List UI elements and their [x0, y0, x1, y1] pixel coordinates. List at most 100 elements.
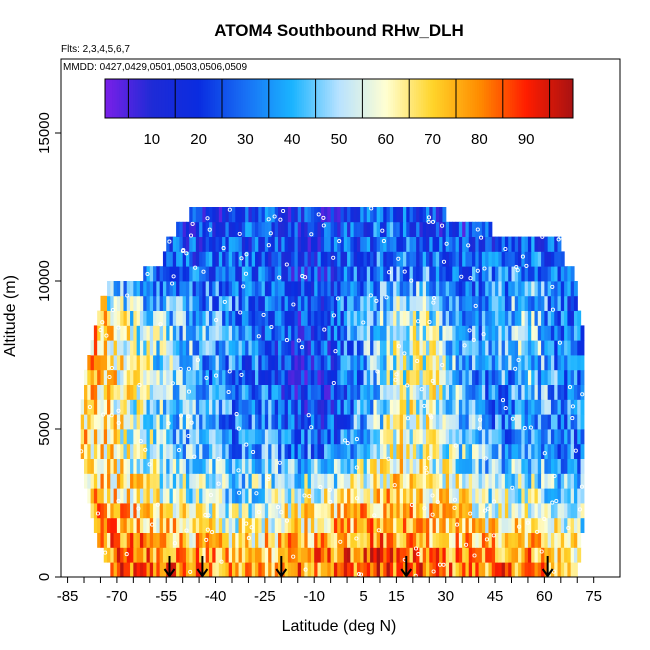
heatmap-cell: [356, 340, 361, 356]
heatmap-cell: [524, 517, 529, 533]
heatmap-cell: [458, 266, 463, 282]
heatmap-cell: [547, 281, 552, 297]
heatmap-cell: [393, 384, 397, 400]
heatmap-cell: [432, 473, 437, 489]
heatmap-cell: [205, 473, 210, 489]
heatmap-cell: [287, 443, 292, 459]
heatmap-cell: [527, 458, 532, 474]
heatmap-cell: [110, 443, 115, 459]
heatmap-cell: [547, 369, 552, 385]
heatmap-cell: [511, 458, 516, 474]
heatmap-cell: [458, 340, 463, 356]
heatmap-cell: [504, 340, 509, 356]
heatmap-cell: [103, 414, 108, 430]
heatmap-cell: [327, 340, 332, 356]
heatmap-cell: [208, 532, 213, 548]
y-tick-label: 0: [36, 573, 53, 581]
heatmap-cell: [208, 384, 213, 400]
heatmap-cell: [396, 221, 401, 237]
heatmap-cell: [149, 562, 154, 577]
heatmap-cell: [268, 562, 273, 577]
heatmap-cell: [159, 517, 164, 533]
heatmap-cell: [208, 562, 213, 577]
heatmap-cell: [130, 384, 134, 400]
heatmap-cell: [192, 207, 197, 223]
heatmap-cell: [90, 399, 95, 415]
heatmap-cell: [396, 207, 401, 223]
heatmap-cell: [291, 532, 296, 548]
heatmap-cell: [143, 281, 148, 297]
heatmap-cell: [356, 429, 361, 445]
heatmap-cell: [439, 310, 444, 326]
heatmap-cell: [248, 325, 253, 341]
heatmap-cell: [343, 355, 348, 371]
heatmap-cell: [488, 517, 493, 533]
heatmap-cell: [143, 562, 148, 577]
heatmap-cell: [333, 325, 338, 341]
heatmap-cell: [383, 503, 388, 519]
heatmap-cell: [281, 236, 286, 252]
heatmap-cell: [222, 503, 227, 519]
heatmap-cell: [347, 236, 351, 252]
heatmap-cell: [324, 473, 328, 489]
heatmap-cell: [580, 369, 585, 385]
heatmap-cell: [534, 266, 539, 282]
heatmap-cell: [462, 488, 467, 504]
heatmap-cell: [301, 414, 305, 430]
heatmap-cell: [514, 488, 519, 504]
heatmap-cell: [176, 340, 180, 356]
heatmap-cell: [87, 384, 92, 400]
colorbar-swatch: [551, 79, 555, 118]
heatmap-cell: [202, 399, 207, 415]
heatmap-cell: [580, 503, 585, 519]
heatmap-cell: [97, 355, 102, 371]
heatmap-cell: [156, 429, 161, 445]
heatmap-cell: [508, 281, 513, 297]
heatmap-cell: [544, 325, 549, 341]
heatmap-cell: [182, 236, 187, 252]
colorbar-swatch: [289, 79, 293, 118]
heatmap-cell: [534, 429, 539, 445]
heatmap-cell: [485, 562, 490, 577]
heatmap-cell: [304, 221, 309, 237]
heatmap-cell: [475, 355, 480, 371]
colorbar-swatch: [158, 79, 162, 118]
heatmap-cell: [356, 295, 361, 311]
heatmap-cell: [337, 236, 342, 252]
heatmap-cell: [238, 488, 243, 504]
heatmap-cell: [501, 503, 506, 519]
heatmap-cell: [110, 488, 115, 504]
observation-point: [333, 349, 338, 354]
heatmap-cell: [399, 547, 404, 563]
heatmap-cell: [425, 355, 430, 371]
y-tick-label: 15000: [36, 112, 53, 154]
heatmap-cell: [577, 443, 582, 459]
observation-point: [528, 425, 533, 430]
heatmap-cell: [264, 443, 269, 459]
heatmap-cell: [534, 473, 539, 489]
heatmap-cell: [235, 251, 240, 267]
heatmap-cell: [452, 295, 457, 311]
heatmap-cell: [264, 532, 269, 548]
heatmap-cell: [504, 310, 509, 326]
colorbar-swatch: [423, 79, 427, 118]
heatmap-cell: [212, 221, 217, 237]
colorbar-tick-label: 50: [331, 131, 348, 148]
heatmap-cell: [301, 399, 305, 415]
heatmap-cell: [218, 221, 223, 237]
heatmap-cell: [199, 295, 203, 311]
heatmap-cell: [327, 414, 332, 430]
observation-point: [256, 334, 261, 339]
heatmap-cell: [564, 414, 568, 430]
observation-point: [381, 238, 386, 244]
heatmap-cell: [537, 236, 542, 252]
heatmap-cell: [248, 547, 253, 563]
heatmap-cell: [281, 399, 286, 415]
heatmap-cell: [301, 473, 305, 489]
colorbar-tick-label: 20: [190, 131, 207, 148]
heatmap-cell: [294, 221, 299, 237]
heatmap-cell: [508, 547, 513, 563]
heatmap-cell: [366, 340, 371, 356]
heatmap-cell: [176, 458, 180, 474]
heatmap-cell: [248, 251, 253, 267]
